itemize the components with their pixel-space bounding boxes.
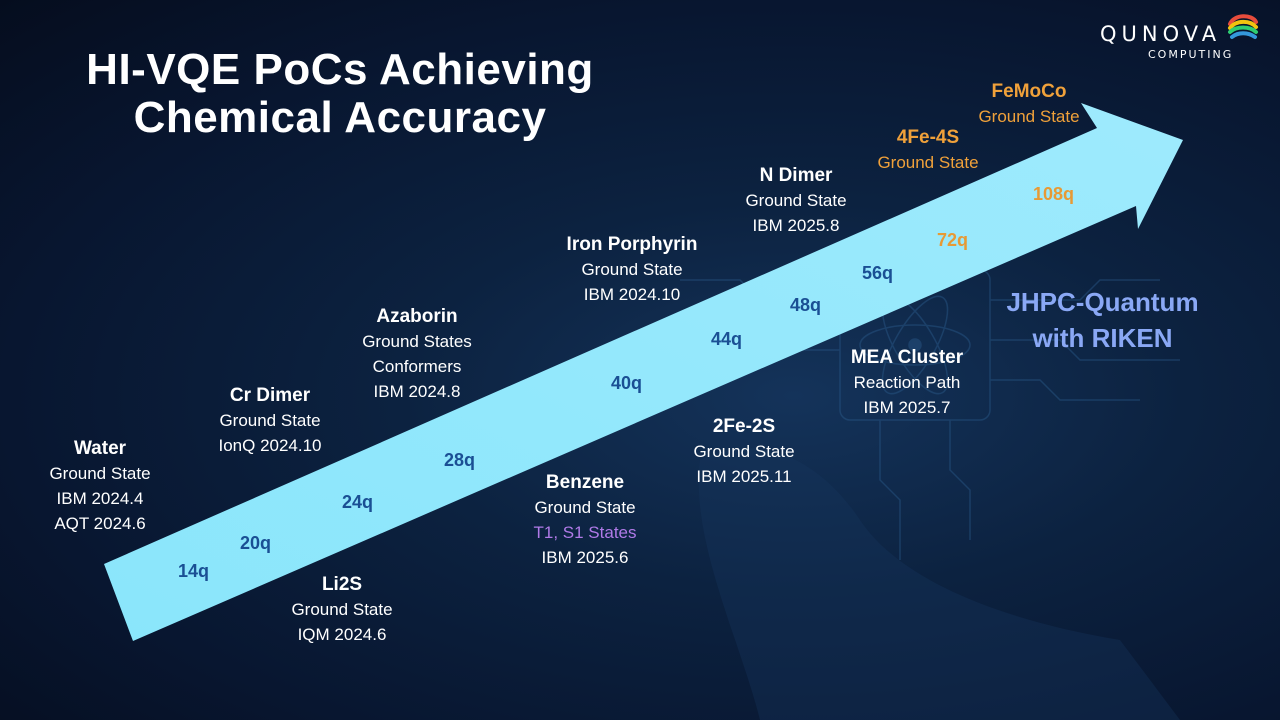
milestone-cr-dimer: Cr Dimer Ground State IonQ 2024.10 [190, 383, 350, 458]
circuit-trace-3 [990, 379, 1140, 401]
milestone-detail: T1, S1 States [533, 523, 637, 542]
milestone-detail: Ground State [745, 191, 847, 210]
qubit-count-40: 40q [611, 373, 643, 393]
milestone-name: N Dimer [759, 165, 833, 186]
circuit-trace-6 [879, 420, 901, 560]
qubit-count-28: 28q [444, 450, 476, 470]
page-title: HI-VQE PoCs Achieving Chemical Accuracy [40, 46, 640, 142]
milestone-detail: IBM 2025.6 [541, 548, 629, 567]
milestone-detail: IBM 2024.8 [373, 382, 461, 401]
milestone-4fe-4s: 4Fe-4S Ground State [848, 125, 1008, 175]
milestone-detail: IBM 2025.11 [696, 467, 792, 486]
title-line-2: Chemical Accuracy [133, 93, 547, 142]
milestone-detail: IonQ 2024.10 [218, 436, 322, 455]
circuit-trace-2 [990, 339, 1180, 361]
milestone-name: MEA Cluster [850, 347, 964, 368]
milestone-detail: Ground State [534, 498, 636, 517]
milestone-2fe-2s: 2Fe-2S Ground State IBM 2025.11 [664, 414, 824, 489]
qubit-count-44: 44q [711, 329, 743, 349]
milestone-name: Li2S [321, 574, 363, 595]
qubit-count-56: 56q [862, 263, 894, 283]
qubit-count-20: 20q [240, 533, 272, 553]
milestone-name: 4Fe-4S [896, 127, 960, 148]
atom-nucleus [908, 338, 922, 352]
milestone-detail: Ground State [219, 411, 321, 430]
jhpc-quantum-callout: JHPC-Quantum with RIKEN [985, 284, 1220, 356]
milestone-name: Iron Porphyrin [566, 234, 698, 255]
milestone-detail: IQM 2024.6 [297, 625, 387, 644]
milestone-name: FeMoCo [991, 81, 1067, 102]
milestone-femoco: FeMoCo Ground State [949, 79, 1109, 129]
hand-silhouette [698, 448, 1180, 720]
arrow-shape [104, 103, 1183, 641]
milestone-name: Benzene [545, 472, 625, 493]
jhpc-line-2: with RIKEN [1032, 323, 1173, 353]
milestone-n-dimer: N Dimer Ground State IBM 2025.8 [716, 163, 876, 238]
milestone-detail: Ground State [581, 260, 683, 279]
title-line-1: HI-VQE PoCs Achieving [86, 45, 594, 94]
milestone-detail: Ground State [291, 600, 393, 619]
milestone-name: Water [73, 438, 127, 459]
logo-name: QUNOVA [1100, 22, 1222, 46]
milestone-name: Cr Dimer [229, 385, 311, 406]
circuit-trace-1 [990, 279, 1160, 301]
atom-orbit-3 [881, 295, 949, 395]
milestone-li2s: Li2S Ground State IQM 2024.6 [262, 572, 422, 647]
milestone-detail: Ground State [693, 442, 795, 461]
milestone-detail: IBM 2024.4 [56, 489, 144, 508]
milestone-detail: AQT 2024.6 [54, 514, 146, 533]
circuit-trace-7 [949, 420, 971, 540]
qubit-count-48: 48q [790, 295, 822, 315]
milestone-detail: Ground States [362, 332, 472, 351]
milestone-detail: Conformers [372, 357, 462, 376]
milestone-water: Water Ground State IBM 2024.4 AQT 2024.6 [20, 436, 180, 536]
milestone-detail: IBM 2025.7 [863, 398, 951, 417]
milestone-name: 2Fe-2S [712, 416, 776, 437]
milestone-detail: Ground State [49, 464, 151, 483]
milestone-benzene: Benzene Ground State T1, S1 States IBM 2… [505, 470, 665, 570]
logo-subtitle: COMPUTING [1148, 48, 1234, 61]
milestone-detail: Ground State [978, 107, 1080, 126]
qubit-count-108: 108q [1033, 184, 1075, 204]
qubit-count-14: 14q [178, 561, 210, 581]
milestone-mea-cluster: MEA Cluster Reaction Path IBM 2025.7 [827, 345, 987, 420]
qunova-logo: QUNOVA COMPUTING [1100, 10, 1270, 61]
logo-swirl-icon [1228, 14, 1258, 39]
qubit-count-72: 72q [937, 230, 969, 250]
milestone-detail: IBM 2025.8 [752, 216, 840, 235]
jhpc-line-1: JHPC-Quantum [1006, 287, 1199, 317]
milestone-iron-porphyrin: Iron Porphyrin Ground State IBM 2024.10 [542, 232, 722, 307]
qubit-count-24: 24q [342, 492, 374, 512]
milestone-detail: IBM 2024.10 [583, 285, 681, 304]
atom-orbit-1 [859, 324, 971, 366]
milestone-detail: Reaction Path [853, 373, 961, 392]
milestone-detail: Ground State [877, 153, 979, 172]
milestone-name: Azaborin [376, 306, 458, 327]
milestone-azaborin: Azaborin Ground States Conformers IBM 20… [337, 304, 497, 404]
